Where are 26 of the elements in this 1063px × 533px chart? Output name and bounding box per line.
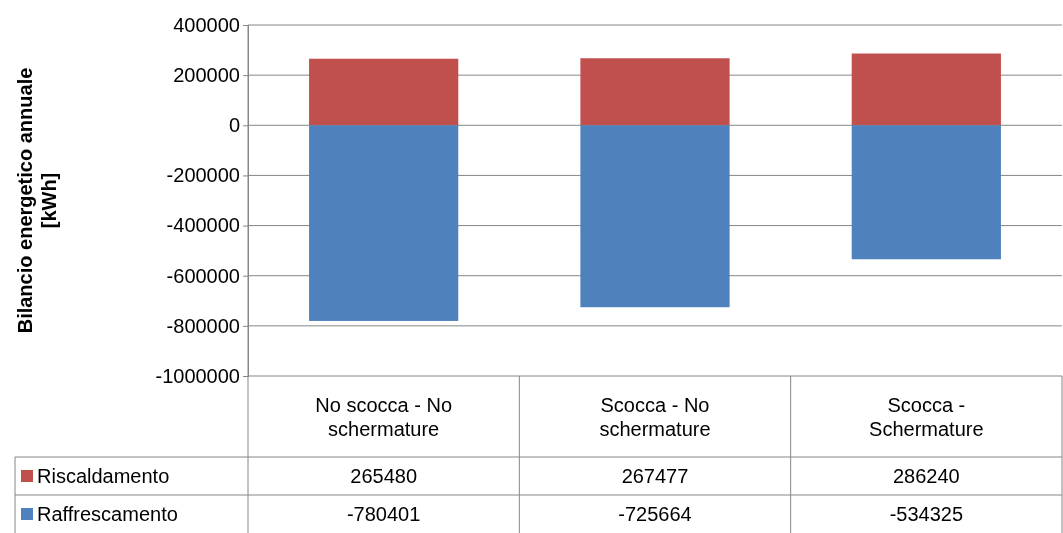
data-label: -534325 bbox=[889, 503, 964, 525]
bar bbox=[851, 125, 1001, 260]
y-axis-title: Bilancio energetico annuale [kWh] bbox=[14, 67, 60, 334]
y-tick-label: -400000 bbox=[166, 214, 240, 237]
bar bbox=[309, 58, 459, 126]
y-tick-label: -1000000 bbox=[155, 364, 240, 387]
bar bbox=[309, 125, 459, 321]
bar bbox=[580, 125, 730, 308]
y-tick-label: -800000 bbox=[166, 314, 240, 337]
y-tick-label: 200000 bbox=[173, 64, 240, 87]
y-tick-label: -600000 bbox=[166, 264, 240, 287]
data-label: -780401 bbox=[346, 503, 421, 525]
data-label: 265480 bbox=[350, 465, 418, 487]
data-label: -725664 bbox=[618, 503, 692, 525]
data-label: 267477 bbox=[621, 465, 689, 487]
x-tick-label: No scocca - No schermature bbox=[315, 393, 453, 440]
data-label: 286240 bbox=[892, 465, 960, 487]
y-tick-label: -200000 bbox=[166, 164, 240, 187]
y-tick-label: 0 bbox=[228, 114, 240, 137]
x-tick-label: Scocca - Schermature bbox=[869, 393, 984, 440]
legend-label: Riscaldamento bbox=[37, 465, 170, 487]
bar bbox=[580, 58, 730, 126]
x-tick-label: Scocca - No schermature bbox=[599, 393, 711, 440]
bar bbox=[851, 53, 1001, 126]
y-tick-label: 400000 bbox=[173, 13, 240, 36]
legend-label: Raffrescamento bbox=[37, 503, 178, 525]
